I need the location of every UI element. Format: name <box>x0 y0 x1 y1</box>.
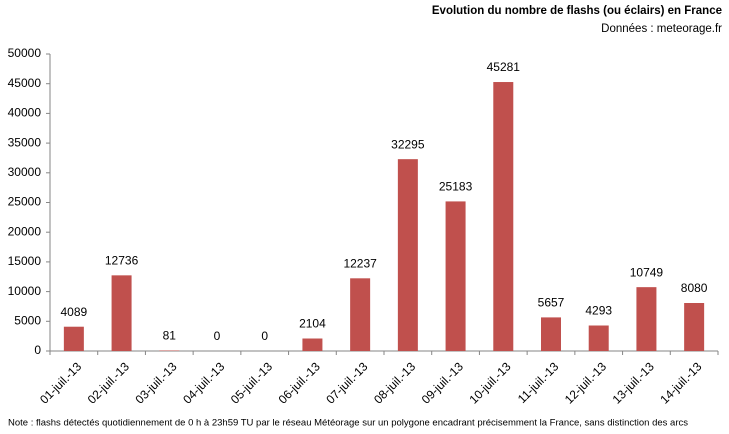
data-label: 5657 <box>538 296 565 310</box>
bar <box>111 275 132 351</box>
x-tick-label: 11-juil.-13 <box>515 359 562 406</box>
data-label: 0 <box>214 329 221 343</box>
chart-note: Note : flashs détectés quotidiennement d… <box>8 418 688 429</box>
data-label: 4293 <box>585 304 612 318</box>
data-label: 32295 <box>391 137 425 151</box>
bar <box>684 303 705 351</box>
x-tick-label: 13-juil.-13 <box>610 359 657 406</box>
chart-subtitle: Données : meteorage.fr <box>601 23 722 35</box>
data-label: 81 <box>163 329 177 343</box>
data-label: 12736 <box>105 254 139 268</box>
data-label: 4089 <box>61 305 88 319</box>
x-tick-label: 10-juil.-13 <box>466 359 513 406</box>
x-tick-label: 06-juil.-13 <box>276 359 323 406</box>
x-tick-label: 05-juil.-13 <box>228 359 275 406</box>
bar <box>493 82 514 352</box>
x-tick-label: 09-juil.-13 <box>419 359 466 406</box>
data-label: 25183 <box>439 180 473 194</box>
y-tick-label: 45000 <box>8 76 42 90</box>
y-tick-label: 50000 <box>8 46 42 60</box>
y-tick-label: 35000 <box>8 135 42 149</box>
data-label: 0 <box>261 329 268 343</box>
x-tick-label: 14-juil.-13 <box>657 359 704 406</box>
y-tick-label: 5000 <box>14 313 41 327</box>
bar <box>302 338 323 351</box>
x-tick-label: 07-juil.-13 <box>323 359 370 406</box>
data-label: 8080 <box>681 281 708 295</box>
y-tick-label: 10000 <box>8 284 42 298</box>
y-tick-label: 15000 <box>8 254 42 268</box>
x-tick-label: 03-juil.-13 <box>132 359 179 406</box>
data-label: 2104 <box>299 317 326 331</box>
y-tick-label: 20000 <box>8 224 42 238</box>
data-label: 45281 <box>487 60 521 74</box>
x-tick-label: 12-juil.-13 <box>562 359 609 406</box>
data-label: 12237 <box>343 256 377 270</box>
x-tick-label: 02-juil.-13 <box>85 359 132 406</box>
x-tick-label: 08-juil.-13 <box>371 359 418 406</box>
y-tick-label: 30000 <box>8 165 42 179</box>
chart-title: Evolution du nombre de flashs (ou éclair… <box>432 5 722 17</box>
bar <box>636 287 657 351</box>
x-tick-label: 04-juil.-13 <box>180 359 227 406</box>
y-tick-label: 40000 <box>8 106 42 120</box>
bar <box>541 317 561 351</box>
bar <box>350 278 371 351</box>
bar <box>397 159 418 351</box>
bar <box>63 326 84 351</box>
y-tick-label: 25000 <box>8 195 42 209</box>
y-tick-label: 0 <box>34 343 41 357</box>
bar <box>445 201 466 351</box>
data-label: 10749 <box>630 265 664 279</box>
x-tick-label: 01-juil.-13 <box>37 359 84 406</box>
bar <box>588 325 609 351</box>
